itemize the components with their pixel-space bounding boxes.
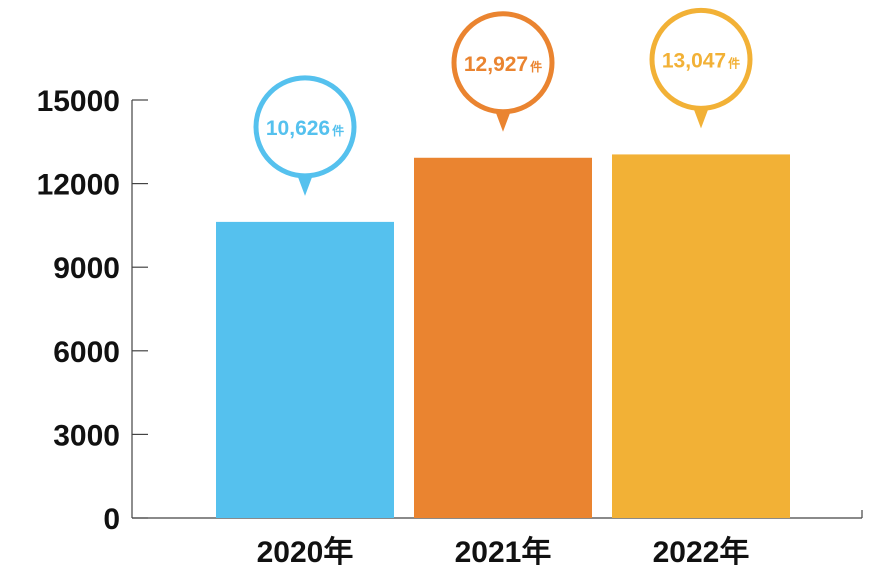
- bar-value-label: 10,626: [266, 117, 330, 140]
- bar-value-unit: 件: [530, 59, 542, 74]
- bubble-circle: [649, 7, 753, 111]
- bubble-label: 13,047 件: [662, 49, 740, 72]
- value-bubbles: 10,626 件12,927 件 13,047 件: [253, 7, 753, 196]
- x-category-label: 2020年: [257, 536, 354, 569]
- bar-value-label: 13,047: [662, 49, 726, 72]
- value-bubble: 10,626 件: [253, 75, 357, 196]
- y-tick-label: 9000: [53, 252, 120, 285]
- bar: [414, 157, 592, 519]
- value-bubble: 12,927 件: [451, 11, 555, 132]
- bar: [216, 221, 394, 518]
- y-tick-label: 15000: [37, 85, 120, 118]
- bar-value-unit: 件: [728, 55, 740, 70]
- bubble-circle: [253, 75, 357, 179]
- value-bubble: 13,047 件: [649, 7, 753, 129]
- y-tick-label: 6000: [53, 336, 120, 369]
- bubble-label: 10,626 件: [266, 117, 344, 140]
- bar-value-label: 12,927: [464, 53, 528, 76]
- y-tick-label: 12000: [37, 169, 120, 202]
- y-tick-label: 0: [103, 503, 120, 536]
- x-axis-labels: 2020年 2021年 2022年: [257, 536, 750, 569]
- bubble-circle: [451, 11, 555, 115]
- bubble-label: 12,927 件: [464, 53, 542, 76]
- y-axis-ticks: 0 3000 6000 9000 12000 15000: [37, 85, 148, 536]
- bar: [612, 154, 790, 519]
- y-tick-label: 3000: [53, 419, 120, 452]
- x-category-label: 2021年: [455, 536, 552, 569]
- bars-group: [216, 154, 790, 519]
- x-category-label: 2022年: [653, 536, 750, 569]
- bar-value-unit: 件: [332, 123, 344, 138]
